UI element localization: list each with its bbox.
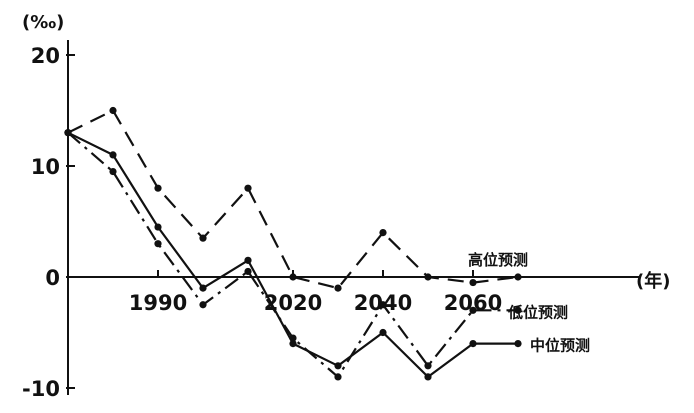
series-group bbox=[64, 106, 522, 381]
y-tick-label: -10 bbox=[22, 377, 60, 401]
data-point bbox=[244, 256, 252, 264]
x-tick-label: 1990 bbox=[129, 291, 187, 315]
data-point bbox=[289, 340, 297, 348]
y-tick-label: 0 bbox=[45, 266, 60, 290]
data-point bbox=[469, 306, 477, 314]
x-unit-label: (年) bbox=[636, 270, 670, 292]
data-point bbox=[199, 234, 207, 242]
data-point bbox=[334, 284, 342, 292]
y-unit-label: (‰) bbox=[22, 12, 64, 33]
series-line bbox=[67, 109, 519, 290]
data-point bbox=[109, 167, 117, 176]
data-point bbox=[379, 301, 387, 309]
data-point bbox=[469, 340, 477, 348]
series-label: 中位预测 bbox=[530, 337, 590, 355]
data-point bbox=[244, 184, 252, 192]
data-point bbox=[154, 223, 162, 231]
data-point bbox=[334, 373, 342, 381]
data-point bbox=[379, 328, 387, 337]
data-point bbox=[154, 240, 162, 248]
series-label: 高位预测 bbox=[468, 251, 528, 269]
data-point bbox=[289, 273, 297, 281]
data-point bbox=[514, 340, 522, 348]
data-point bbox=[199, 301, 207, 309]
data-point bbox=[469, 278, 477, 287]
data-point bbox=[244, 267, 252, 276]
data-point bbox=[424, 373, 432, 381]
data-point bbox=[424, 273, 432, 281]
data-point bbox=[154, 184, 162, 192]
data-point bbox=[64, 129, 72, 137]
series-label: 低位预测 bbox=[507, 303, 568, 321]
data-point bbox=[424, 362, 432, 370]
data-point bbox=[109, 106, 117, 115]
data-point bbox=[514, 306, 522, 314]
data-point bbox=[334, 362, 342, 370]
data-point bbox=[379, 229, 387, 237]
data-point bbox=[109, 151, 117, 159]
axes bbox=[67, 40, 640, 395]
data-point bbox=[514, 273, 522, 281]
y-tick-label: 20 bbox=[31, 44, 60, 68]
data-point bbox=[289, 334, 297, 342]
data-point bbox=[199, 284, 207, 292]
y-tick-label: 10 bbox=[31, 155, 60, 179]
x-tick-label: 2020 bbox=[264, 291, 322, 315]
